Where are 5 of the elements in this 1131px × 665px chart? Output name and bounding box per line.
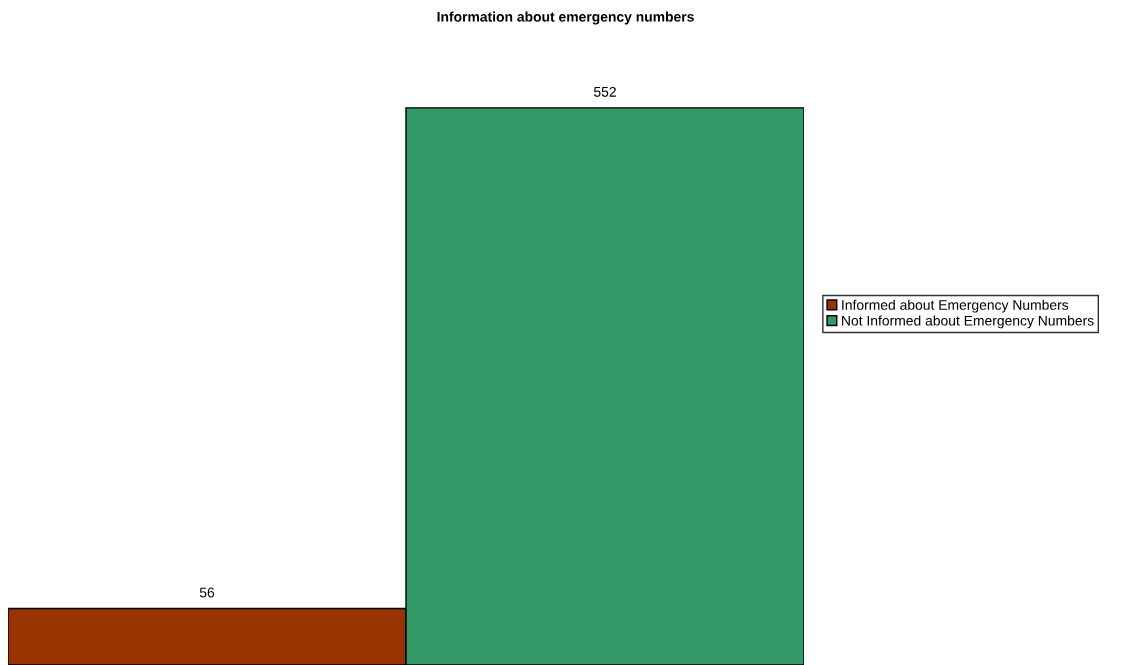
data-label: 56 [199, 587, 215, 598]
data-label: 552 [593, 86, 616, 97]
chart-title: Information about emergency numbers [437, 11, 694, 25]
legend-label: Informed about Emergency Numbers [842, 299, 1069, 313]
legend-label: Not Informed about Emergency Numbers [842, 315, 1094, 329]
